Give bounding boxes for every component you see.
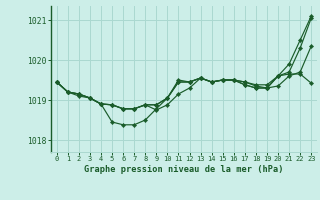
X-axis label: Graphe pression niveau de la mer (hPa): Graphe pression niveau de la mer (hPa) bbox=[84, 165, 284, 174]
